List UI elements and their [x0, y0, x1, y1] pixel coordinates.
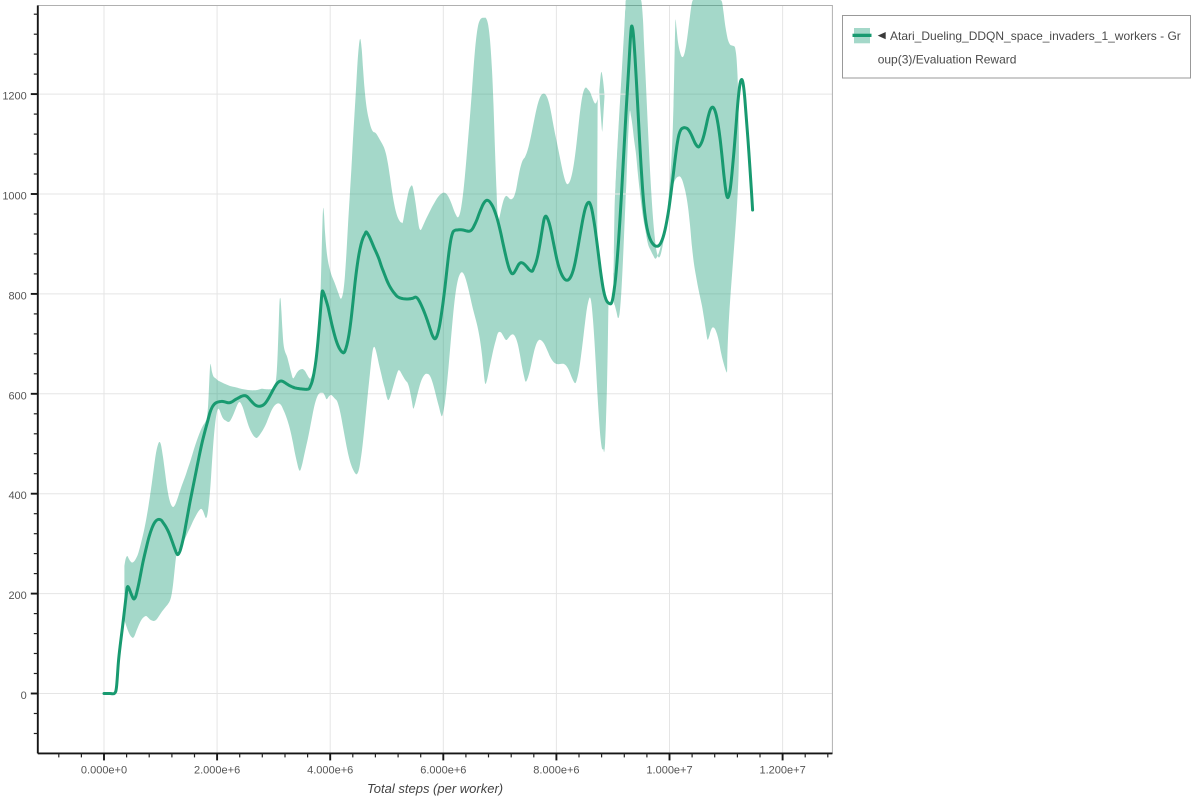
svg-text:200: 200 [8, 590, 26, 602]
svg-text:4.000e+6: 4.000e+6 [307, 764, 353, 776]
svg-text:Total steps (per worker): Total steps (per worker) [367, 781, 503, 796]
svg-text:1.000e+7: 1.000e+7 [646, 764, 692, 776]
svg-text:600: 600 [8, 390, 26, 402]
svg-text:6.000e+6: 6.000e+6 [420, 764, 466, 776]
svg-text:1200: 1200 [2, 91, 26, 103]
svg-text:2.000e+6: 2.000e+6 [194, 764, 240, 776]
svg-text:0.000e+0: 0.000e+0 [81, 764, 127, 776]
svg-text:Atari_Dueling_DDQN_space_invad: Atari_Dueling_DDQN_space_invaders_1_work… [890, 29, 1181, 43]
svg-text:800: 800 [8, 290, 26, 302]
svg-text:1000: 1000 [2, 191, 26, 203]
svg-text:400: 400 [8, 490, 26, 502]
svg-text:8.000e+6: 8.000e+6 [533, 764, 579, 776]
svg-text:0: 0 [21, 690, 27, 702]
svg-text:1.200e+7: 1.200e+7 [760, 764, 806, 776]
svg-text:oup(3)/Evaluation Reward: oup(3)/Evaluation Reward [878, 52, 1017, 66]
